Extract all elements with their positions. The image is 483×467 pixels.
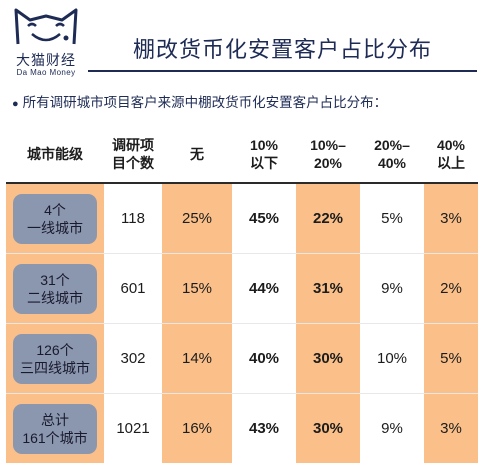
header-city-tier: 城市能级: [6, 126, 104, 184]
p10-20-cell: 30%: [296, 323, 360, 394]
header-10-20: 10%– 20%: [296, 126, 360, 184]
above-40-cell: 3%: [424, 183, 478, 254]
p20-40-cell: 9%: [360, 393, 424, 463]
subtitle-text: 所有调研城市项目客户来源中棚改货币化安置客户占比分布：: [22, 95, 388, 110]
table-row: 4个 一线城市 118 25% 45% 22% 5% 3%: [6, 183, 478, 254]
below-10-cell: 43%: [232, 393, 296, 463]
city-tier-label: 126个 三四线城市: [13, 333, 97, 384]
title-area: 棚改货币化安置客户占比分布: [88, 18, 477, 74]
city-tier-cell: 126个 三四线城市: [6, 323, 104, 394]
project-count-cell: 118: [104, 183, 162, 254]
p10-20-cell: 31%: [296, 253, 360, 324]
header-project-count: 调研项 目个数: [104, 126, 162, 184]
header-none: 无: [162, 126, 232, 184]
brand-logo: 大猫财经 Da Mao Money: [6, 4, 86, 78]
subtitle: ● 所有调研城市项目客户来源中棚改货币化安置客户占比分布：: [12, 91, 387, 111]
below-10-cell: 44%: [232, 253, 296, 324]
p10-20-cell: 22%: [296, 183, 360, 254]
cat-logo-icon: [14, 8, 78, 45]
none-cell: 15%: [162, 253, 232, 324]
above-40-cell: 2%: [424, 253, 478, 324]
city-tier-cell: 4个 一线城市: [6, 183, 104, 254]
table-row: 总计 161个城市 1021 16% 43% 30% 9% 3%: [6, 393, 478, 463]
city-tier-cell: 31个 二线城市: [6, 253, 104, 324]
city-tier-label: 总计 161个城市: [13, 403, 97, 454]
city-tier-label: 4个 一线城市: [13, 193, 97, 244]
project-count-cell: 601: [104, 253, 162, 324]
p20-40-cell: 9%: [360, 253, 424, 324]
p20-40-cell: 5%: [360, 183, 424, 254]
p10-20-cell: 30%: [296, 393, 360, 463]
table-row: 31个 二线城市 601 15% 44% 31% 9% 2%: [6, 253, 478, 324]
bullet-icon: ●: [12, 98, 19, 110]
below-10-cell: 45%: [232, 183, 296, 254]
none-cell: 16%: [162, 393, 232, 463]
title-underline: [88, 70, 477, 72]
brand-name-en: Da Mao Money: [16, 68, 76, 77]
p20-40-cell: 10%: [360, 323, 424, 394]
above-40-cell: 3%: [424, 393, 478, 463]
city-tier-cell: 总计 161个城市: [6, 393, 104, 463]
header-above-40: 40% 以上: [424, 126, 478, 184]
none-cell: 25%: [162, 183, 232, 254]
table-row: 126个 三四线城市 302 14% 40% 30% 10% 5%: [6, 323, 478, 394]
table-header-row: 城市能级 调研项 目个数 无 10% 以下 10%– 20% 20%– 40% 40% 以…: [6, 126, 478, 184]
city-tier-label: 31个 二线城市: [13, 263, 97, 314]
header-below-10: 10% 以下: [232, 126, 296, 184]
project-count-cell: 1021: [104, 393, 162, 463]
page-title: 棚改货币化安置客户占比分布: [132, 37, 432, 62]
below-10-cell: 40%: [232, 323, 296, 394]
none-cell: 14%: [162, 323, 232, 394]
project-count-cell: 302: [104, 323, 162, 394]
header-20-40: 20%– 40%: [360, 126, 424, 184]
above-40-cell: 5%: [424, 323, 478, 394]
brand-name-cn: 大猫财经: [16, 52, 76, 68]
distribution-table: 城市能级 调研项 目个数 无 10% 以下 10%– 20% 20%– 40% 40% 以…: [6, 126, 478, 463]
